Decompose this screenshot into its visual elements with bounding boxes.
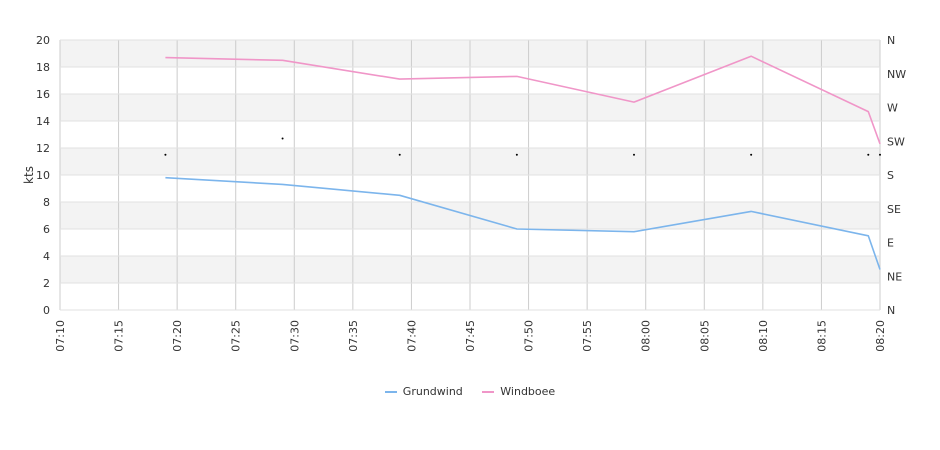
x-tick-label: 07:45 — [464, 320, 477, 352]
y-tick-label: 14 — [36, 115, 50, 128]
legend-item-windboee[interactable]: Windboee — [482, 385, 555, 398]
x-axis-ticks: 07:10 07:15 07:20 07:25 07:30 07:35 07:40 07:45… — [54, 320, 887, 352]
y2-tick-label: N — [887, 304, 895, 317]
y2-axis-ticks: N NE E SE S SW W NW N — [887, 34, 906, 317]
y-tick-label: 20 — [36, 34, 50, 47]
direction-point — [879, 153, 881, 156]
legend-swatch-windboee — [482, 391, 495, 393]
y-tick-label: 6 — [43, 223, 50, 236]
y-tick-label: 4 — [43, 250, 50, 263]
y2-tick-label: N — [887, 34, 895, 47]
x-tick-label: 07:35 — [347, 320, 360, 352]
series-windrichtung — [164, 137, 881, 156]
x-tick-label: 07:30 — [288, 320, 301, 352]
y-tick-label: 0 — [43, 304, 50, 317]
x-tick-label: 07:55 — [581, 320, 594, 352]
direction-point — [515, 153, 518, 156]
y-tick-label: 16 — [36, 88, 50, 101]
y2-tick-label: SE — [887, 203, 901, 216]
x-tick-label: 07:25 — [230, 320, 243, 352]
direction-point — [633, 153, 635, 156]
y-tick-label: 18 — [36, 61, 50, 74]
direction-point — [398, 153, 401, 156]
direction-point — [281, 137, 284, 140]
y2-tick-label: S — [887, 169, 894, 182]
x-tick-label: 08:20 — [874, 320, 887, 352]
y2-tick-label: W — [887, 102, 898, 115]
legend: Grundwind Windboee — [0, 385, 940, 398]
x-tick-label: 07:10 — [54, 320, 67, 352]
y2-tick-label: NE — [887, 270, 902, 283]
series-layer — [164, 55, 881, 270]
y-tick-label: 10 — [36, 169, 50, 182]
legend-label-windboee: Windboee — [500, 385, 556, 398]
x-tick-label: 07:40 — [405, 320, 418, 352]
series-line-windboee — [165, 55, 881, 145]
y-tick-label: 2 — [43, 277, 50, 290]
direction-point — [867, 153, 870, 156]
series-line-grundwind — [165, 176, 881, 270]
y-axis-title: kts — [22, 166, 36, 184]
legend-swatch-grundwind — [384, 391, 397, 393]
y2-tick-label: E — [887, 237, 894, 250]
x-tick-label: 08:10 — [757, 320, 770, 352]
legend-label-grundwind: Grundwind — [402, 385, 463, 398]
legend-item-grundwind[interactable]: Grundwind — [384, 385, 463, 398]
x-tick-label: 07:15 — [113, 320, 126, 352]
direction-point — [164, 153, 167, 156]
y2-tick-label: SW — [887, 135, 905, 148]
x-tick-label: 08:05 — [698, 320, 711, 352]
y-tick-label: 12 — [36, 142, 50, 155]
y-grid — [60, 39, 880, 311]
y-axis-ticks: 0 2 4 6 8 10 12 14 16 18 20 — [36, 34, 50, 317]
direction-point — [750, 153, 753, 156]
y2-tick-label: NW — [887, 68, 906, 81]
x-tick-label: 07:50 — [523, 320, 536, 352]
x-tick-label: 07:20 — [171, 320, 184, 352]
x-tick-label: 08:00 — [640, 320, 653, 352]
y-tick-label: 8 — [43, 196, 50, 209]
x-tick-label: 08:15 — [815, 320, 828, 352]
